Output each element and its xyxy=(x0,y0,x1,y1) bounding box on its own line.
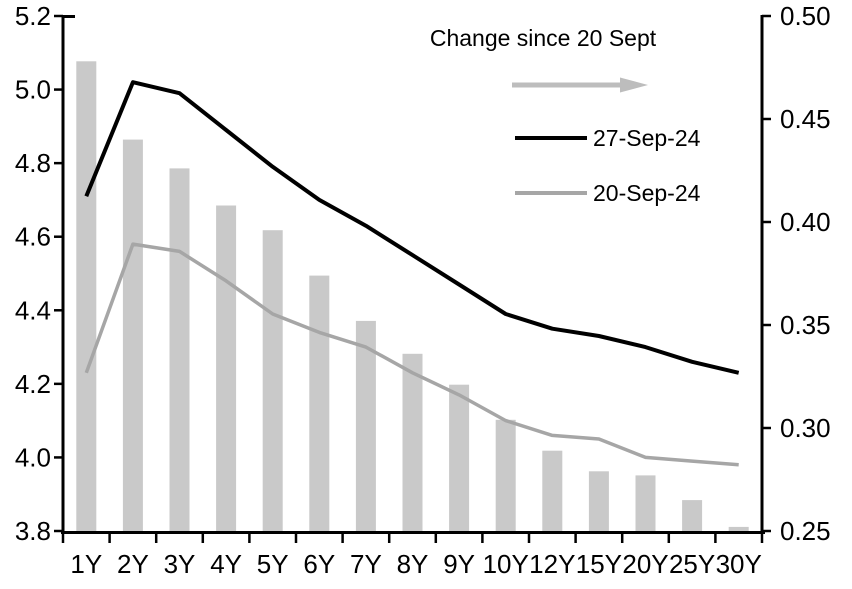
x-tick-label-10Y: 10Y xyxy=(483,549,529,579)
y-left-tick-label: 4.8 xyxy=(15,148,51,178)
x-tick-label-7Y: 7Y xyxy=(350,549,382,579)
bar-5Y xyxy=(262,230,283,533)
x-tick-label-1Y: 1Y xyxy=(70,549,102,579)
bar-15Y xyxy=(588,471,609,533)
bar-1Y xyxy=(76,61,97,534)
bar-6Y xyxy=(309,275,330,533)
y-right-tick-label: 0.40 xyxy=(780,207,831,237)
bar-7Y xyxy=(355,320,376,533)
x-tick-label-8Y: 8Y xyxy=(397,549,429,579)
bar-10Y xyxy=(495,419,516,533)
y-left-tick-label: 5.0 xyxy=(15,75,51,105)
line-series-20-sep-24 xyxy=(84,242,739,467)
line-series-27-sep-24 xyxy=(84,80,740,375)
x-tick-label-6Y: 6Y xyxy=(303,549,335,579)
bar-2Y xyxy=(122,139,143,533)
bar-20Y xyxy=(635,475,656,533)
bar-3Y xyxy=(169,168,190,533)
x-tick-label-4Y: 4Y xyxy=(210,549,242,579)
y-left-tick-label: 4.4 xyxy=(15,295,51,325)
x-tick-label-12Y: 12Y xyxy=(529,549,575,579)
bar-8Y xyxy=(402,353,423,533)
y-left-tick-label: 4.0 xyxy=(15,442,51,472)
x-tick-label-30Y: 30Y xyxy=(716,549,762,579)
x-tick-label-15Y: 15Y xyxy=(576,549,622,579)
y-right-tick-label: 0.35 xyxy=(780,310,831,340)
bar-30Y xyxy=(728,526,749,533)
y-left-tick-label: 4.2 xyxy=(15,369,51,399)
x-tick-label-5Y: 5Y xyxy=(257,549,289,579)
y-right-tick-label: 0.50 xyxy=(780,1,831,31)
y-right-tick-label: 0.25 xyxy=(780,516,831,546)
y-left-tick-label: 5.2 xyxy=(15,1,51,31)
bar-9Y xyxy=(449,384,470,533)
y-left-tick-label: 4.6 xyxy=(15,222,51,252)
x-tick-label-20Y: 20Y xyxy=(622,549,668,579)
y-left-tick-label: 3.8 xyxy=(15,516,51,546)
y-right-tick-label: 0.45 xyxy=(780,104,831,134)
bar-25Y xyxy=(682,500,703,533)
y-right-tick-label: 0.30 xyxy=(780,413,831,443)
x-tick-label-3Y: 3Y xyxy=(164,549,196,579)
bar-4Y xyxy=(216,205,237,533)
bar-12Y xyxy=(542,450,563,533)
x-tick-label-25Y: 25Y xyxy=(669,549,715,579)
x-tick-label-9Y: 9Y xyxy=(443,549,475,579)
x-tick-label-2Y: 2Y xyxy=(117,549,149,579)
